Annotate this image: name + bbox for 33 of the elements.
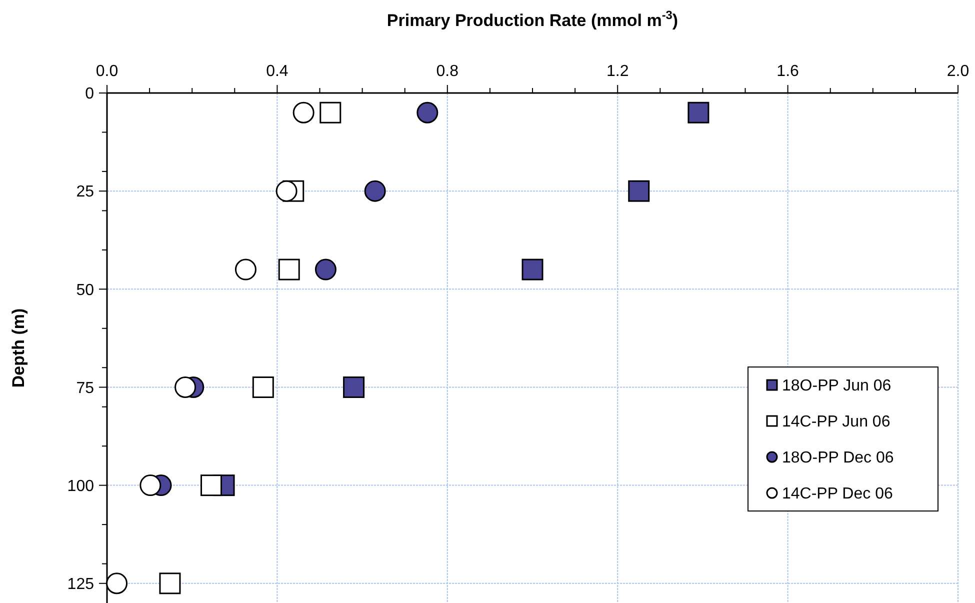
x-tick-label: 0.0 — [96, 63, 118, 80]
point — [314, 258, 336, 280]
x-tick-label: 0.4 — [266, 63, 288, 80]
x-tick-label: 1.2 — [606, 63, 629, 80]
point — [252, 376, 274, 398]
point — [276, 180, 298, 202]
point — [159, 572, 181, 594]
point — [522, 258, 544, 280]
y-tick-label: 125 — [67, 576, 94, 593]
point — [628, 180, 650, 202]
y-tick-label: 100 — [67, 478, 94, 495]
point — [200, 474, 222, 496]
x-tick-label: 2.0 — [946, 63, 970, 80]
y-tick-label: 75 — [76, 380, 94, 397]
point — [278, 258, 300, 280]
x-tick-label: 0.8 — [436, 63, 459, 80]
legend-label: 14C-PP Jun 06 — [782, 414, 890, 431]
y-tick-label: 50 — [76, 282, 94, 299]
point — [364, 180, 386, 202]
legend-label: 18O-PP Jun 06 — [782, 378, 892, 395]
legend-label: 18O-PP Dec 06 — [782, 450, 894, 467]
legend-label: 14C-PP Dec 06 — [782, 486, 893, 503]
x-axis-title: Primary Production Rate (mmol m$^{-3}$) — [386, 8, 678, 30]
y-tick-label: 0 — [85, 86, 94, 103]
point — [174, 376, 196, 398]
y-axis-title: Depth (m) — [9, 308, 28, 388]
y-tick-label: 25 — [76, 184, 94, 201]
point — [416, 102, 438, 124]
point — [343, 376, 365, 398]
point — [688, 102, 710, 124]
x-tick-label: 1.6 — [776, 63, 800, 80]
point — [140, 474, 162, 496]
point — [320, 102, 342, 124]
